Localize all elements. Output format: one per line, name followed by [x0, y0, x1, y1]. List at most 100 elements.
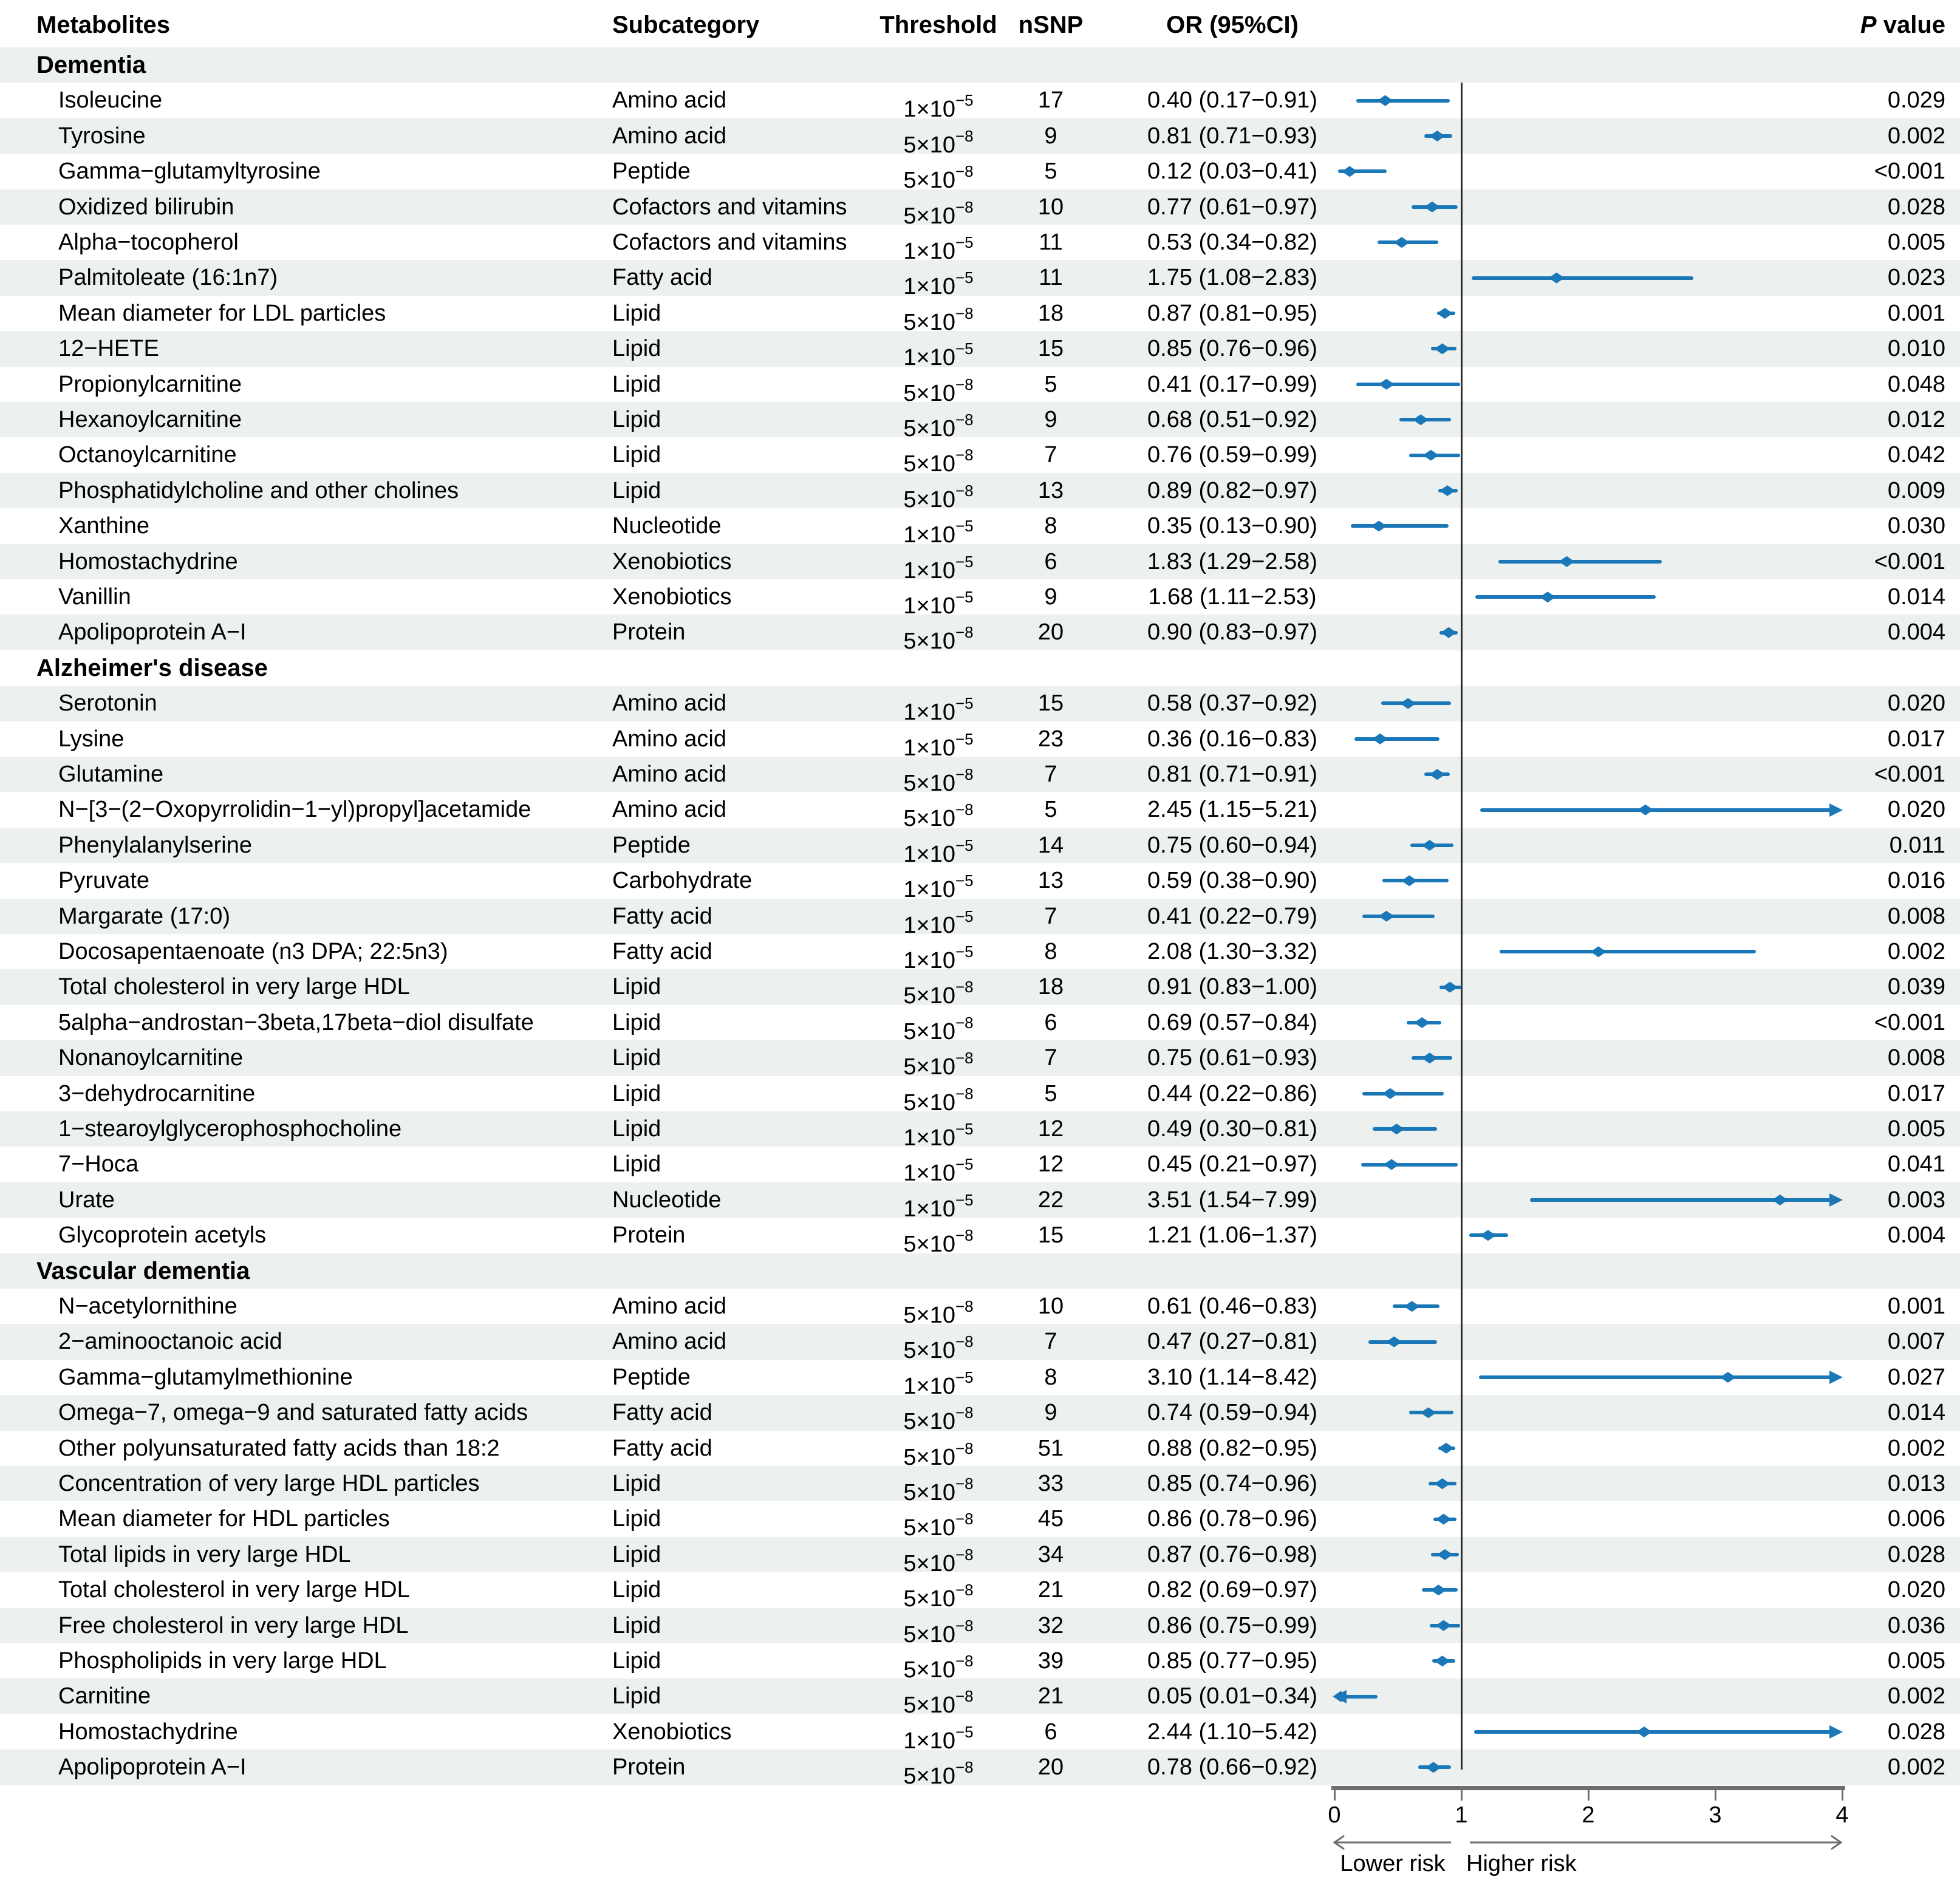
or-ci-value: 1.83 (1.29−2.58): [1147, 548, 1317, 574]
threshold-exponent: −5: [955, 339, 974, 358]
threshold-base: 5×10: [903, 1409, 955, 1435]
nsnp-value: 9: [1044, 123, 1057, 149]
table-row: Palmitoleate (16:1n7) Fatty acid 1×10−5 …: [0, 260, 1960, 299]
threshold-value: 5×10−8: [869, 1501, 1008, 1541]
threshold-base: 5×10: [903, 1657, 955, 1683]
threshold-base: 5×10: [903, 1621, 955, 1648]
threshold-exponent: −5: [955, 836, 974, 854]
threshold-base: 5×10: [903, 1692, 955, 1719]
subcategory-value: Lipid: [612, 1648, 661, 1674]
ci-line: [1338, 169, 1387, 174]
subcategory-value: Amino acid: [612, 762, 726, 787]
nsnp-value: 9: [1044, 584, 1057, 610]
threshold-value: 5×10−8: [869, 1395, 1008, 1434]
or-point-diamond: [1436, 307, 1453, 319]
metabolite-name: Phosphatidylcholine and other cholines: [58, 477, 459, 503]
nsnp-value: 7: [1044, 1329, 1057, 1355]
threshold-value: 5×10−8: [869, 437, 1008, 477]
ci-line: [1499, 950, 1756, 954]
threshold-base: 1×10: [903, 1196, 955, 1222]
table-row: Homostachydrine Xenobiotics 1×10−5 6 1.8…: [0, 544, 1960, 584]
subcategory-value: Peptide: [612, 1364, 691, 1390]
threshold-base: 5×10: [903, 983, 955, 1009]
table-row: Glutamine Amino acid 5×10−8 7 0.81 (0.71…: [0, 757, 1960, 796]
table-row: Alpha−tocopherol Cofactors and vitamins …: [0, 225, 1960, 264]
ci-line: [1381, 701, 1452, 706]
nsnp-value: 6: [1044, 548, 1057, 574]
threshold-value: 1×10−5: [869, 1111, 1008, 1151]
table-row: Tyrosine Amino acid 5×10−8 9 0.81 (0.71−…: [0, 118, 1960, 158]
subcategory-value: Lipid: [612, 974, 661, 1000]
p-value: 0.014: [1887, 584, 1945, 610]
metabolite-name: Octanoylcarnitine: [58, 442, 237, 468]
threshold-base: 5×10: [903, 1550, 955, 1576]
table-row: Docosapentaenoate (n3 DPA; 22:5n3) Fatty…: [0, 934, 1960, 973]
threshold-value: 5×10−8: [869, 969, 1008, 1009]
metabolite-name: Phenylalanylserine: [58, 832, 252, 858]
metabolite-name: 2−aminooctanoic acid: [58, 1329, 282, 1355]
or-point-diamond: [1590, 946, 1607, 958]
or-ci-value: 0.85 (0.74−0.96): [1147, 1471, 1317, 1496]
nsnp-value: 39: [1037, 1648, 1064, 1674]
subcategory-value: Lipid: [612, 1045, 661, 1071]
or-point-diamond: [1430, 1584, 1447, 1596]
threshold-value: 5×10−8: [869, 1608, 1008, 1648]
section-title: Vascular dementia: [36, 1257, 250, 1284]
or-ci-value: 0.68 (0.51−0.92): [1147, 407, 1317, 432]
or-ci-value: 0.69 (0.57−0.84): [1147, 1009, 1317, 1035]
ci-line: [1479, 1375, 1831, 1379]
table-row: N−[3−(2−Oxopyrrolidin−1−yl)propyl]acetam…: [0, 792, 1960, 831]
section-header-row: Alzheimer's disease: [0, 650, 1960, 686]
metabolite-name: 3−dehydrocarnitine: [58, 1080, 256, 1106]
or-point-diamond: [1424, 201, 1440, 213]
threshold-base: 5×10: [903, 1515, 955, 1541]
or-point-diamond: [1372, 733, 1388, 745]
threshold-value: 1×10−5: [869, 544, 1008, 584]
nsnp-value: 7: [1044, 903, 1057, 929]
table-row: Octanoylcarnitine Lipid 5×10−8 7 0.76 (0…: [0, 437, 1960, 477]
ci-line: [1473, 1730, 1831, 1734]
threshold-value: 1×10−5: [869, 934, 1008, 973]
ci-line: [1475, 595, 1656, 599]
p-value: 0.020: [1887, 690, 1945, 717]
table-row: Carnitine Lipid 5×10−8 21 0.05 (0.01−0.3…: [0, 1678, 1960, 1718]
threshold-exponent: −5: [955, 1120, 974, 1138]
threshold-base: 5×10: [903, 1089, 955, 1116]
threshold-value: 5×10−8: [869, 118, 1008, 158]
p-value: 0.029: [1887, 87, 1945, 114]
metabolite-name: Glutamine: [58, 762, 164, 787]
threshold-exponent: −8: [955, 126, 974, 145]
subcategory-value: Nucleotide: [612, 513, 722, 539]
or-ci-value: 0.86 (0.78−0.96): [1147, 1506, 1317, 1532]
or-point-diamond: [1384, 1159, 1400, 1170]
threshold-base: 5×10: [903, 132, 955, 158]
subcategory-value: Protein: [612, 1754, 686, 1781]
or-point-diamond: [1434, 1655, 1450, 1667]
column-header-metabolites: Metabolites: [36, 12, 171, 38]
threshold-value: 1×10−5: [869, 1714, 1008, 1754]
or-point-diamond: [1421, 1052, 1438, 1064]
threshold-exponent: −5: [955, 1155, 974, 1174]
x-axis-tick-label: 4: [1835, 1802, 1849, 1828]
p-value: 0.012: [1887, 407, 1945, 432]
threshold-value: 5×10−8: [869, 615, 1008, 654]
p-value: <0.001: [1874, 762, 1945, 787]
threshold-exponent: −8: [955, 1403, 974, 1422]
subcategory-value: Lipid: [612, 1683, 661, 1709]
p-value: 0.005: [1887, 230, 1945, 255]
x-axis-tick: [1842, 1786, 1843, 1801]
nsnp-value: 20: [1037, 619, 1064, 646]
threshold-value: 1×10−5: [869, 686, 1008, 725]
threshold-exponent: −8: [955, 162, 974, 181]
metabolite-name: 1−stearoylglycerophosphocholine: [58, 1116, 402, 1142]
table-row: Total lipids in very large HDL Lipid 5×1…: [0, 1536, 1960, 1576]
metabolite-name: Omega−7, omega−9 and saturated fatty aci…: [58, 1400, 528, 1426]
or-point-diamond: [1719, 1371, 1736, 1383]
or-ci-value: 0.85 (0.77−0.95): [1147, 1648, 1317, 1674]
or-ci-value: 0.44 (0.22−0.86): [1147, 1080, 1317, 1106]
p-value: 0.028: [1887, 1719, 1945, 1745]
lower-risk-label: Lower risk: [1340, 1851, 1446, 1876]
threshold-exponent: −8: [955, 1581, 974, 1600]
threshold-value: 5×10−8: [869, 154, 1008, 193]
threshold-value: 5×10−8: [869, 1643, 1008, 1683]
